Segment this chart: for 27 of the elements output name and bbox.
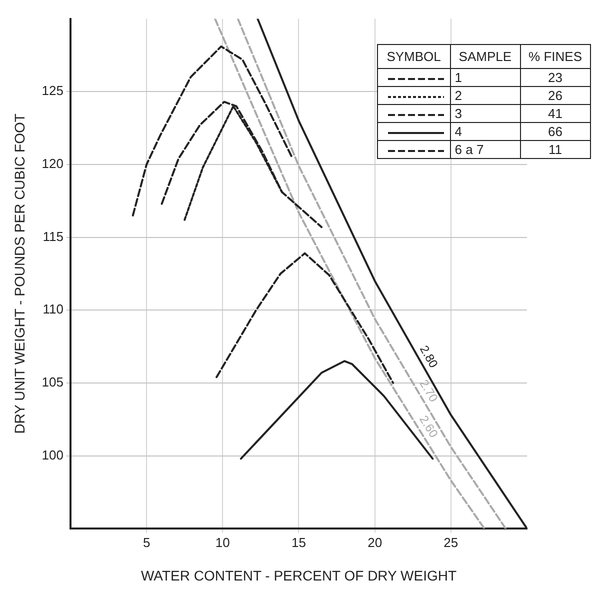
y-tick-label: 110 (42, 302, 64, 317)
text: 26 (548, 88, 562, 103)
x-tick-label: 10 (215, 534, 230, 550)
x-tick-label: 5 (142, 534, 150, 550)
x-axis-title: WATER CONTENT - PERCENT OF DRY WEIGHT (140, 567, 457, 584)
legend-label: 1 (450, 68, 520, 86)
annotation: SAMPLE (450, 44, 520, 68)
x-tick-label: 15 (292, 534, 306, 550)
legend-label: 2 (450, 86, 520, 104)
text: 11 (548, 142, 562, 157)
legend-label: 6 a 7 (450, 140, 520, 158)
text: 23 (548, 70, 562, 85)
text: % FINES (528, 49, 582, 64)
x-tick-label: 20 (368, 534, 382, 550)
y-tick-label: 105 (42, 374, 64, 390)
annotation: SYMBOL (377, 44, 450, 68)
y-tick-label: 115 (42, 228, 64, 244)
text: 41 (548, 106, 562, 121)
text: 66 (548, 124, 562, 139)
legend-label: 3 (450, 104, 520, 122)
text: 2.80 (417, 343, 441, 370)
y-tick-label: 125 (42, 83, 64, 98)
y-tick-label: 120 (42, 156, 64, 172)
x-tick-label: 25 (444, 534, 458, 550)
y-axis-title: DRY UNIT WEIGHT - POUNDS PER CUBIC FOOT (11, 113, 28, 434)
y-tick-label: 100 (42, 447, 64, 462)
legend-label: 4 (450, 122, 520, 140)
